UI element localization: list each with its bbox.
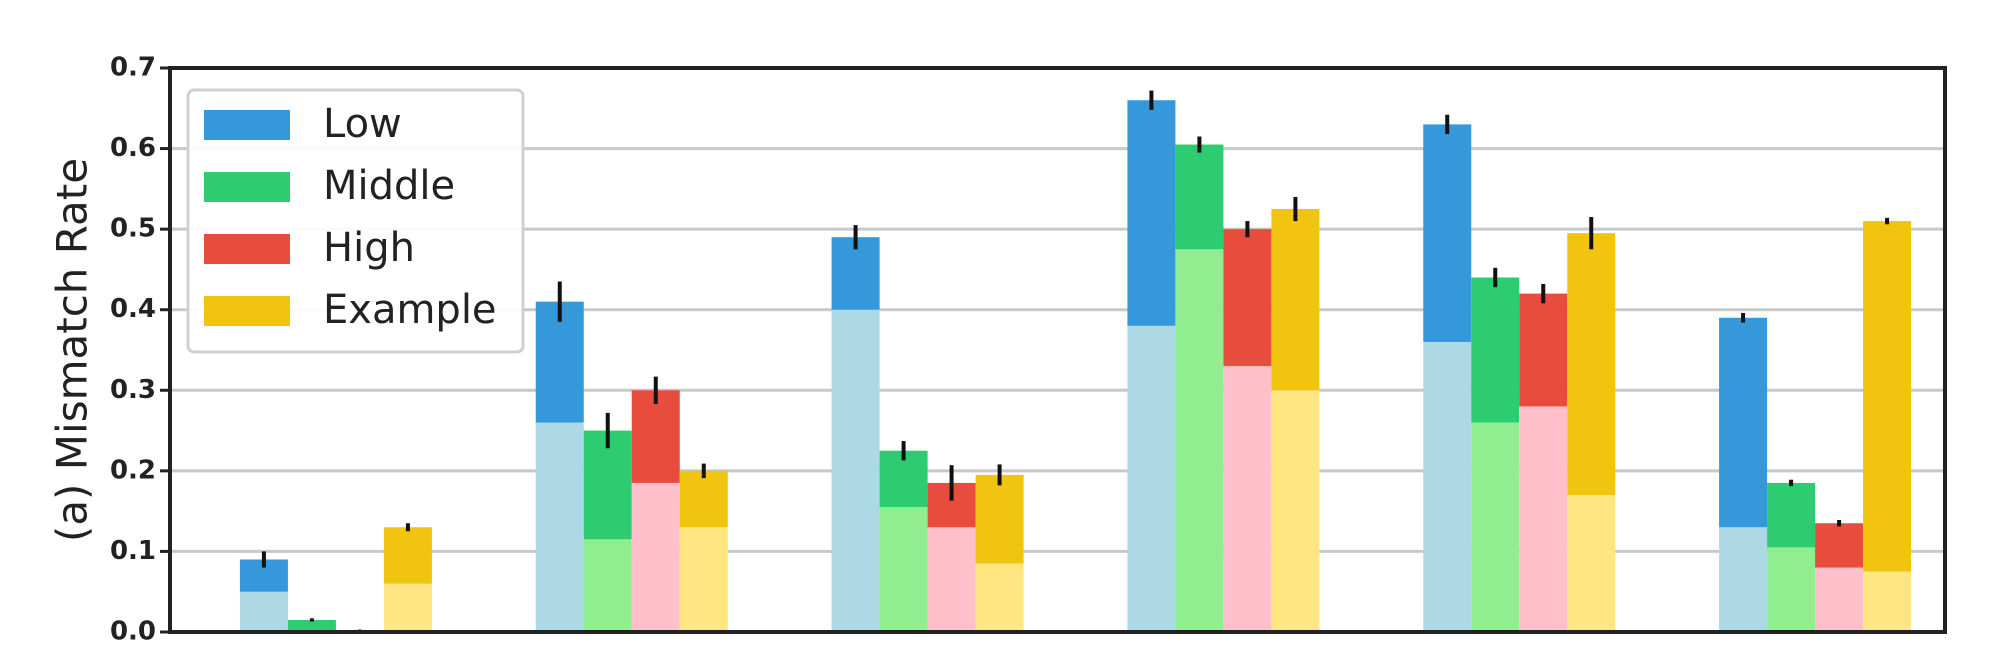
bar-base-example xyxy=(679,527,728,632)
bar-middle xyxy=(1175,144,1224,250)
bar-base-low xyxy=(831,309,880,632)
y-tick-label: 0.3 xyxy=(110,375,156,405)
bar-example xyxy=(679,470,728,528)
bar-base-low xyxy=(1423,341,1472,632)
bar-base-middle xyxy=(1175,249,1224,633)
y-tick-label: 0.2 xyxy=(110,455,156,485)
bar-middle xyxy=(1471,277,1520,423)
plot-frame xyxy=(168,66,1947,634)
bar-base-example xyxy=(383,583,432,632)
legend-label-example: Example xyxy=(323,287,497,333)
bar-middle xyxy=(583,430,632,540)
bar-base-low xyxy=(1719,527,1768,632)
legend-swatch-example xyxy=(204,296,290,326)
y-tick-label: 0.1 xyxy=(110,536,156,566)
bar-example xyxy=(975,474,1024,564)
bar-base-high xyxy=(1519,406,1568,632)
legend-swatch-high xyxy=(204,234,290,264)
y-tick-label: 0.4 xyxy=(110,294,156,324)
bar-example xyxy=(1567,233,1616,496)
legend-label-high: High xyxy=(323,225,415,271)
axes-layer: 0.0 0.1 0.2 0.3 0.4 0.5 0.6 0.7 xyxy=(110,53,1947,647)
legend: Low Middle High Example xyxy=(186,88,525,354)
bar-base-high xyxy=(1223,366,1272,632)
legend-label-middle: Middle xyxy=(323,163,455,209)
y-tick-label: 0.0 xyxy=(110,617,156,647)
bar-base-high xyxy=(631,482,680,632)
bar-base-low xyxy=(1127,325,1176,632)
bar-low xyxy=(1423,124,1472,342)
legend-swatch-low xyxy=(204,110,290,140)
bar-example xyxy=(1271,209,1320,391)
bar-base-example xyxy=(975,563,1024,632)
bar-base-low xyxy=(239,591,288,632)
bar-middle xyxy=(287,619,336,632)
bar-base-middle xyxy=(879,507,928,632)
legend-swatch-middle xyxy=(204,172,290,202)
bar-base-middle xyxy=(1471,422,1520,632)
bar-base-example xyxy=(1567,495,1616,632)
legend-label-low: Low xyxy=(323,101,402,147)
y-axis-label: (a) Mismatch Rate xyxy=(48,158,97,542)
y-tick-label: 0.6 xyxy=(110,133,156,163)
bar-base-high xyxy=(1815,567,1864,632)
legend-box xyxy=(186,88,525,354)
y-tick-label: 0.5 xyxy=(110,214,156,244)
bar-high xyxy=(631,390,680,483)
bar-high xyxy=(1223,229,1272,367)
bar-example xyxy=(1863,221,1912,572)
y-tick-label: 0.7 xyxy=(110,53,156,83)
bar-example xyxy=(383,527,432,584)
bar-base-middle xyxy=(1767,547,1816,632)
bar-base-high xyxy=(927,527,976,632)
bar-low xyxy=(1719,317,1768,528)
bar-base-low xyxy=(535,422,584,632)
bar-high xyxy=(1815,523,1864,568)
bar-middle xyxy=(1767,482,1816,548)
bar-high xyxy=(1519,293,1568,407)
bar-base-example xyxy=(1863,571,1912,632)
bar-low xyxy=(1127,100,1176,326)
bars-layer xyxy=(239,90,1912,633)
bar-base-middle xyxy=(583,539,632,632)
bar-base-example xyxy=(1271,390,1320,632)
